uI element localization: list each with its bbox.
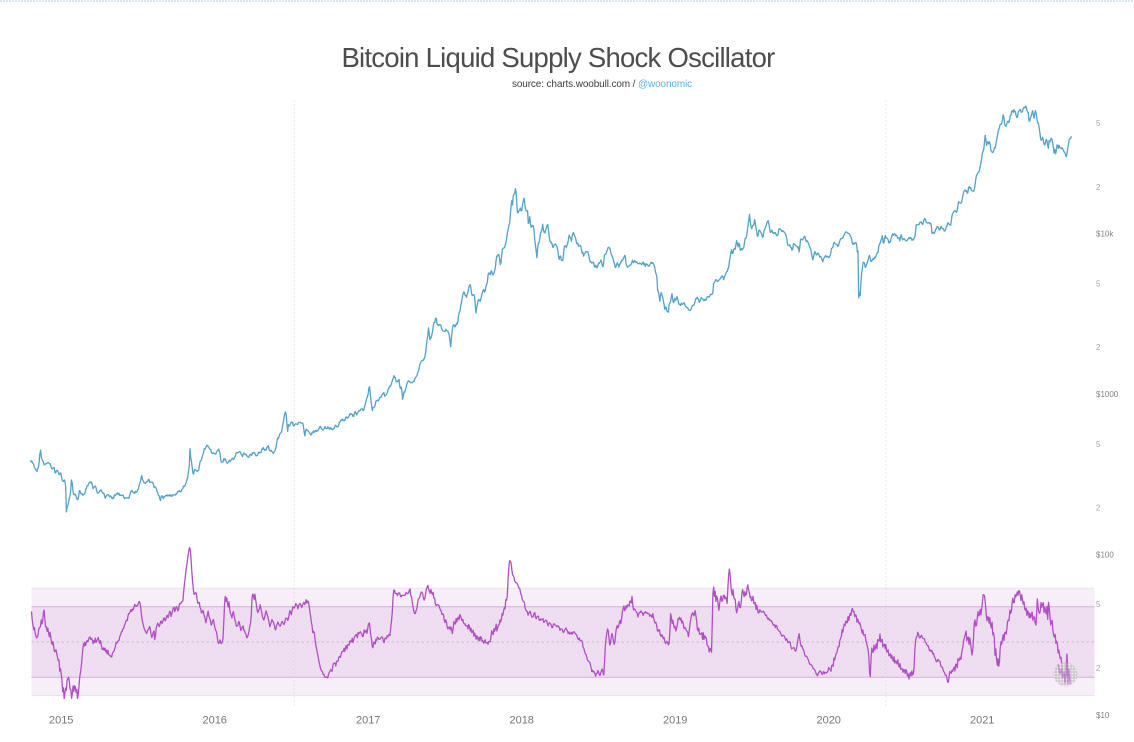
svg-text:2: 2 bbox=[1096, 664, 1100, 673]
svg-text:2: 2 bbox=[1096, 343, 1100, 352]
svg-text:2017: 2017 bbox=[356, 715, 380, 727]
svg-text:5: 5 bbox=[1096, 600, 1101, 609]
svg-text:2021: 2021 bbox=[970, 715, 994, 727]
svg-text:source: charts.woobull.com / @: source: charts.woobull.com / @woonomic bbox=[512, 79, 692, 90]
svg-text:5: 5 bbox=[1096, 279, 1101, 288]
svg-text:5: 5 bbox=[1096, 119, 1101, 128]
svg-text:2015: 2015 bbox=[49, 715, 73, 727]
svg-text:Bitcoin Liquid Supply Shock Os: Bitcoin Liquid Supply Shock Oscillator bbox=[341, 42, 775, 73]
svg-text:2019: 2019 bbox=[663, 715, 687, 727]
svg-text:$10: $10 bbox=[1096, 711, 1110, 720]
svg-text:2020: 2020 bbox=[816, 715, 840, 727]
svg-text:2: 2 bbox=[1096, 183, 1100, 192]
svg-text:2018: 2018 bbox=[509, 715, 533, 727]
svg-text:$100: $100 bbox=[1096, 551, 1114, 560]
svg-text:2016: 2016 bbox=[202, 715, 226, 727]
svg-text:$1000: $1000 bbox=[1096, 390, 1119, 399]
svg-text:2: 2 bbox=[1096, 504, 1100, 513]
svg-text:5: 5 bbox=[1096, 440, 1101, 449]
svg-text:$10k: $10k bbox=[1096, 230, 1114, 239]
